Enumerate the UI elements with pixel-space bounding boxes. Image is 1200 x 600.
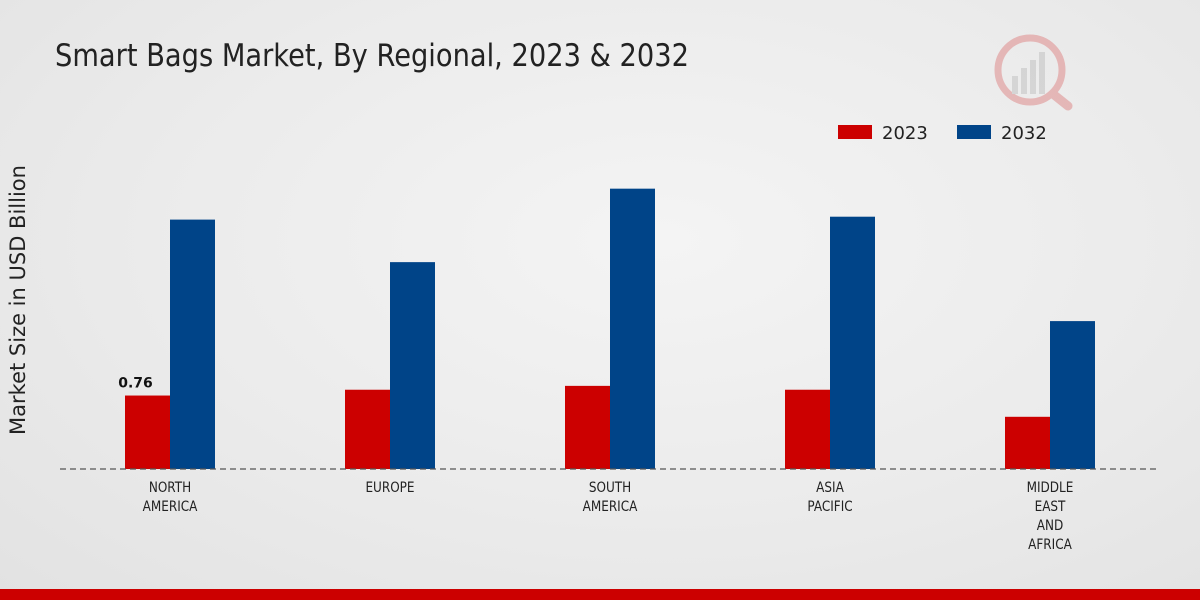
x-tick-label-line: ASIA (816, 480, 844, 496)
bottom-accent-bar (0, 589, 1200, 600)
x-tick-label-line: AMERICA (143, 499, 198, 515)
bar-2023-3 (785, 389, 830, 469)
legend-label-2023: 2023 (882, 123, 928, 144)
x-tick-label-line: AMERICA (583, 499, 638, 515)
data-label: 0.76 (118, 376, 153, 392)
bar-2032-4 (1050, 321, 1095, 469)
x-tick-label-line: NORTH (149, 480, 191, 496)
chart-title: Smart Bags Market, By Regional, 2023 & 2… (55, 38, 689, 74)
legend-label-2032: 2032 (1001, 123, 1047, 144)
bar-2032-3 (830, 216, 875, 469)
x-tick-label-line: PACIFIC (807, 499, 852, 515)
x-tick-label-2: SOUTH AMERICA (583, 480, 638, 515)
bar-2023-4 (1005, 416, 1050, 469)
bar-2032-1 (390, 262, 435, 469)
watermark-logo-icon (994, 34, 1073, 111)
x-tick-label-4: MIDDLE EAST AND AFRICA (1027, 480, 1074, 553)
x-tick-label-line: AND (1037, 518, 1063, 534)
x-tick-label-3: ASIA PACIFIC (807, 480, 852, 515)
x-tick-label-1: EUROPE (365, 480, 414, 496)
x-tick-label-0: NORTH AMERICA (143, 480, 198, 515)
bar-2032-2 (610, 188, 655, 469)
x-tick-label-line: EAST (1035, 499, 1066, 515)
x-tick-label-line: MIDDLE (1027, 480, 1074, 496)
bar-2032-0 (170, 219, 215, 469)
x-tick-label-line: AFRICA (1028, 537, 1072, 553)
bar-2023-0 (125, 395, 170, 469)
bar-2023-2 (565, 385, 610, 469)
legend-swatch-2032 (957, 125, 991, 139)
x-tick-label-line: EUROPE (365, 480, 414, 496)
legend-swatch-2023 (838, 125, 872, 139)
x-tick-label-line: SOUTH (589, 480, 631, 496)
bar-2023-1 (345, 389, 390, 469)
